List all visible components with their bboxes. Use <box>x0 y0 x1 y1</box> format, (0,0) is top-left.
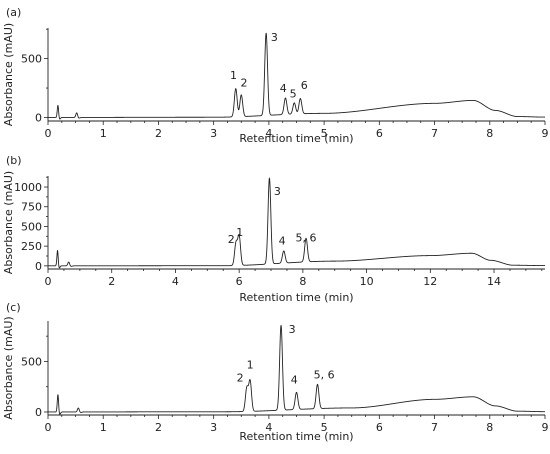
x-axis-title: Retention time (min) <box>239 291 353 304</box>
x-axis-title: Retention time (min) <box>239 132 353 145</box>
x-tick-label: 5 <box>321 421 328 434</box>
x-tick-label: 8 <box>486 421 493 434</box>
x-tick-label: 10 <box>360 275 374 288</box>
panel-label: (a) <box>6 6 21 19</box>
peak-label: 1 <box>247 359 254 372</box>
y-tick-label: 500 <box>21 355 42 368</box>
x-tick-label: 12 <box>423 275 437 288</box>
x-tick-label: 7 <box>431 127 438 140</box>
y-axis-title: Absorbance (mAU) <box>2 171 15 274</box>
y-tick-label: 750 <box>21 201 42 214</box>
y-tick-label: 0 <box>35 111 42 124</box>
peak-label: 5, 6 <box>314 369 335 382</box>
x-tick-label: 2 <box>155 127 162 140</box>
x-tick-label: 0 <box>45 421 52 434</box>
x-tick-label: 1 <box>100 421 107 434</box>
chromatogram-trace <box>47 177 546 269</box>
x-tick-label: 9 <box>542 127 549 140</box>
x-tick-label: 7 <box>431 421 438 434</box>
peak-label: 5 <box>290 87 297 100</box>
peak-label: 6 <box>301 79 308 92</box>
peak-label: 4 <box>280 82 287 95</box>
x-tick-label: 2 <box>155 421 162 434</box>
x-tick-label: 6 <box>376 127 383 140</box>
peak-label: 5, 6 <box>296 231 317 244</box>
peak-label: 1 <box>230 69 237 82</box>
peak-label: 4 <box>279 235 286 248</box>
x-tick-label: 0 <box>45 275 52 288</box>
y-axis-title: Absorbance (mAU) <box>2 23 15 126</box>
chromatogram-trace <box>47 32 546 120</box>
x-tick-label: 6 <box>236 275 243 288</box>
x-tick-label: 1 <box>100 127 107 140</box>
x-tick-label: 3 <box>210 127 217 140</box>
y-tick-label: 1000 <box>14 181 42 194</box>
y-tick-label: 0 <box>35 260 42 273</box>
peak-label: 2 <box>237 372 244 385</box>
x-tick-label: 4 <box>172 275 179 288</box>
peak-label: 2 <box>241 76 248 89</box>
y-tick-label: 0 <box>35 406 42 419</box>
x-tick-label: 14 <box>487 275 501 288</box>
chromatogram-trace <box>47 325 546 415</box>
x-tick-label: 4 <box>265 421 272 434</box>
x-tick-label: 0 <box>45 127 52 140</box>
panel-label: (c) <box>6 301 21 314</box>
x-tick-label: 8 <box>486 127 493 140</box>
peak-label: 3 <box>274 185 281 198</box>
x-tick-label: 3 <box>210 421 217 434</box>
y-tick-label: 500 <box>21 53 42 66</box>
x-tick-label: 6 <box>376 421 383 434</box>
x-tick-label: 5 <box>321 127 328 140</box>
panel-label: (b) <box>6 154 22 167</box>
y-tick-label: 500 <box>21 220 42 233</box>
peak-label: 2 <box>228 233 235 246</box>
peak-label: 3 <box>271 31 278 44</box>
peak-label: 3 <box>289 323 296 336</box>
peak-label: 1 <box>236 226 243 239</box>
x-tick-label: 4 <box>265 127 272 140</box>
x-axis-title: Retention time (min) <box>239 430 353 443</box>
y-tick-label: 250 <box>21 240 42 253</box>
y-axis-title: Absorbance (mAU) <box>2 316 15 419</box>
peak-label: 4 <box>291 374 298 387</box>
x-tick-label: 2 <box>108 275 115 288</box>
x-tick-label: 8 <box>299 275 306 288</box>
x-tick-label: 9 <box>542 421 549 434</box>
